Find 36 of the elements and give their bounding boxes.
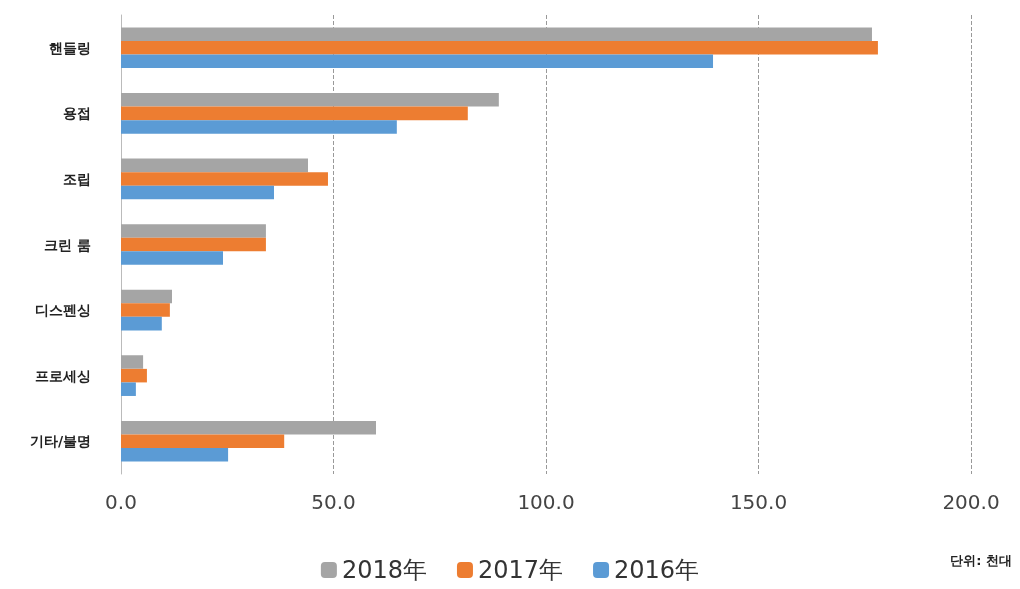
y-tick-label: 용접 xyxy=(63,105,91,122)
x-tick-label: 100.0 xyxy=(517,490,575,514)
x-tick-label: 150.0 xyxy=(729,490,788,514)
bar xyxy=(121,224,266,238)
bar xyxy=(121,251,223,265)
bar xyxy=(121,316,162,331)
y-tick-label: 조립 xyxy=(63,170,91,187)
y-tick-label: 크린 룸 xyxy=(44,236,91,253)
legend-label: 2018年 xyxy=(341,556,427,584)
bar xyxy=(121,447,229,462)
bar xyxy=(121,172,328,186)
bar xyxy=(121,106,468,121)
bar xyxy=(121,120,397,134)
legend-label: 2016年 xyxy=(614,556,700,584)
y-tick-label: 핸들링 xyxy=(49,39,91,56)
legend-label: 2017年 xyxy=(477,556,564,584)
bar xyxy=(121,185,274,200)
bar xyxy=(121,27,872,42)
bar xyxy=(121,93,499,107)
y-tick-label: 디스펜싱 xyxy=(35,302,91,319)
y-tick-label: 기타/불명 xyxy=(29,433,91,450)
x-tick-label: 50.0 xyxy=(311,490,356,514)
bar xyxy=(121,158,308,173)
bar xyxy=(121,303,170,317)
bar xyxy=(121,54,714,69)
bar xyxy=(121,368,147,383)
x-tick-label: 200.0 xyxy=(942,490,1000,514)
text: 단위: 천대 xyxy=(950,553,1013,568)
bar xyxy=(121,289,172,304)
bar xyxy=(121,237,266,252)
bar xyxy=(121,434,285,448)
x-tick-label: 0.0 xyxy=(105,490,137,514)
bar xyxy=(121,41,878,55)
bar xyxy=(121,382,136,396)
bar xyxy=(121,355,144,369)
y-tick-label: 프로세싱 xyxy=(35,367,91,384)
